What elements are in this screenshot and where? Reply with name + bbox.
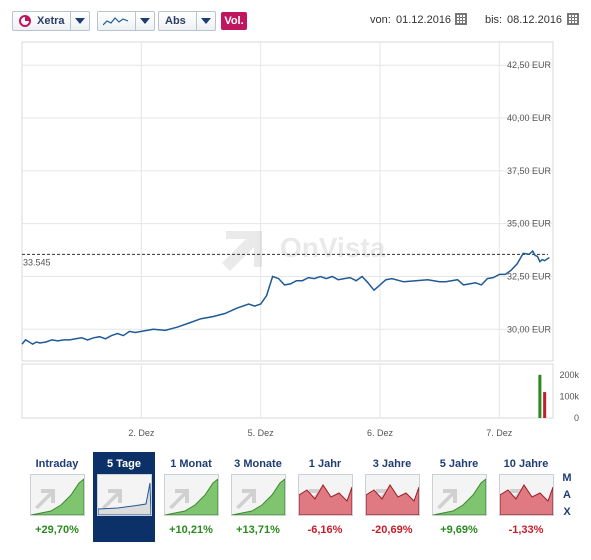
period-change: -1,33% — [508, 524, 544, 536]
period-label: 3 Monate — [234, 458, 282, 470]
exchange-icon — [19, 15, 31, 27]
price-plot-area — [21, 41, 554, 362]
period-label: 1 Jahr — [308, 458, 342, 470]
period-thumbnail — [30, 474, 85, 516]
period-change: -20,69% — [371, 524, 413, 536]
to-label: bis: — [485, 14, 503, 26]
reference-label: 33.545 — [23, 257, 51, 267]
period-thumbnail — [164, 474, 219, 516]
from-date[interactable]: 01.12.2016 — [396, 14, 452, 26]
period-thumbnail — [365, 474, 420, 516]
x-tick-label: 6. Dez — [367, 428, 394, 438]
period-label: 10 Jahre — [503, 458, 549, 470]
from-calendar-icon[interactable] — [455, 13, 467, 25]
x-tick-label: 2. Dez — [128, 428, 155, 438]
period-change: +9,69% — [440, 524, 478, 536]
chevron-down-icon[interactable] — [196, 12, 215, 30]
period-label: 3 Jahre — [372, 458, 412, 470]
period-tab[interactable]: 1 Monat +10,21% — [160, 452, 222, 542]
max-letter: X — [563, 506, 571, 518]
scale-label: Abs — [165, 15, 186, 27]
period-tab[interactable]: 5 Tage — [93, 452, 155, 542]
exchange-select[interactable]: Xetra — [12, 11, 90, 31]
y-tick-label: 40,00 EUR — [507, 113, 552, 123]
price-chart: OnVista 33.545 30,00 EUR 32,50 EUR 35,00 E… — [21, 41, 579, 438]
y-tick-label: 37,50 EUR — [507, 166, 552, 176]
from-label: von: — [370, 14, 391, 26]
volume-bar — [543, 392, 547, 418]
x-tick-label: 5. Dez — [248, 428, 275, 438]
period-tab[interactable]: Intraday +29,70% — [26, 452, 88, 542]
y-tick-label: 32,50 EUR — [507, 271, 552, 281]
y-tick-label: 30,00 EUR — [507, 324, 552, 334]
reference-line: 33.545 — [22, 253, 548, 267]
watermark: OnVista — [222, 231, 386, 271]
y-tick-label: 35,00 EUR — [507, 219, 552, 229]
volume-plot-area — [21, 363, 554, 419]
period-tab[interactable]: 5 Jahre +9,69% — [428, 452, 490, 542]
period-tab[interactable]: 3 Monate +13,71% — [227, 452, 289, 542]
max-button[interactable]: M A X — [560, 470, 574, 521]
volume-bar — [538, 374, 542, 418]
to-date[interactable]: 08.12.2016 — [507, 14, 563, 26]
period-change: +29,70% — [35, 524, 79, 536]
x-tick-label: 7. Dez — [486, 428, 513, 438]
period-change: +13,71% — [236, 524, 280, 536]
period-thumbnail — [432, 474, 487, 516]
price-series — [21, 249, 550, 345]
period-tab[interactable]: 3 Jahre -20,69% — [361, 452, 423, 542]
period-thumbnail — [298, 474, 353, 516]
period-change: -6,16% — [307, 524, 343, 536]
volume-tick-label: 0 — [574, 413, 579, 423]
max-letter: A — [563, 489, 571, 501]
volume-chart: 0 100k 200k — [538, 370, 579, 423]
volume-toggle[interactable]: Vol. — [221, 12, 247, 30]
watermark-logo — [222, 231, 262, 271]
max-letter: M — [562, 472, 572, 484]
exchange-label: Xetra — [37, 15, 65, 27]
price-line — [21, 249, 550, 345]
period-change: +10,21% — [169, 524, 213, 536]
gridlines — [22, 42, 553, 418]
volume-tick-label: 200k — [559, 370, 579, 380]
period-label: Intraday — [35, 458, 79, 470]
period-label: 5 Jahre — [439, 458, 479, 470]
chart-toolbar: Xetra Abs Vol. von: 01.12.2016 bis: 08.1… — [0, 0, 591, 40]
period-thumbnail — [97, 474, 152, 516]
chart-type-select[interactable] — [97, 11, 155, 31]
to-calendar-icon[interactable] — [567, 13, 579, 25]
y-axis: 30,00 EUR 32,50 EUR 35,00 EUR 37,50 EUR 40,0… — [507, 60, 552, 334]
scale-select[interactable]: Abs — [158, 11, 216, 31]
volume-tick-label: 100k — [559, 391, 579, 401]
period-thumbnail — [231, 474, 286, 516]
line-chart-icon — [103, 17, 129, 26]
watermark-text: OnVista — [280, 232, 386, 263]
chevron-down-icon[interactable] — [135, 12, 154, 30]
y-tick-label: 42,50 EUR — [507, 60, 552, 70]
period-tab[interactable]: 1 Jahr -6,16% — [294, 452, 356, 542]
period-tab[interactable]: 10 Jahre -1,33% — [495, 452, 557, 542]
period-label: 5 Tage — [106, 458, 142, 470]
period-selector: Intraday +29,70% 5 Tage 1 Monat +10,21% 3 Mon… — [28, 452, 588, 542]
chevron-down-icon[interactable] — [70, 12, 89, 30]
period-label: 1 Monat — [170, 458, 212, 470]
period-thumbnail — [499, 474, 554, 516]
